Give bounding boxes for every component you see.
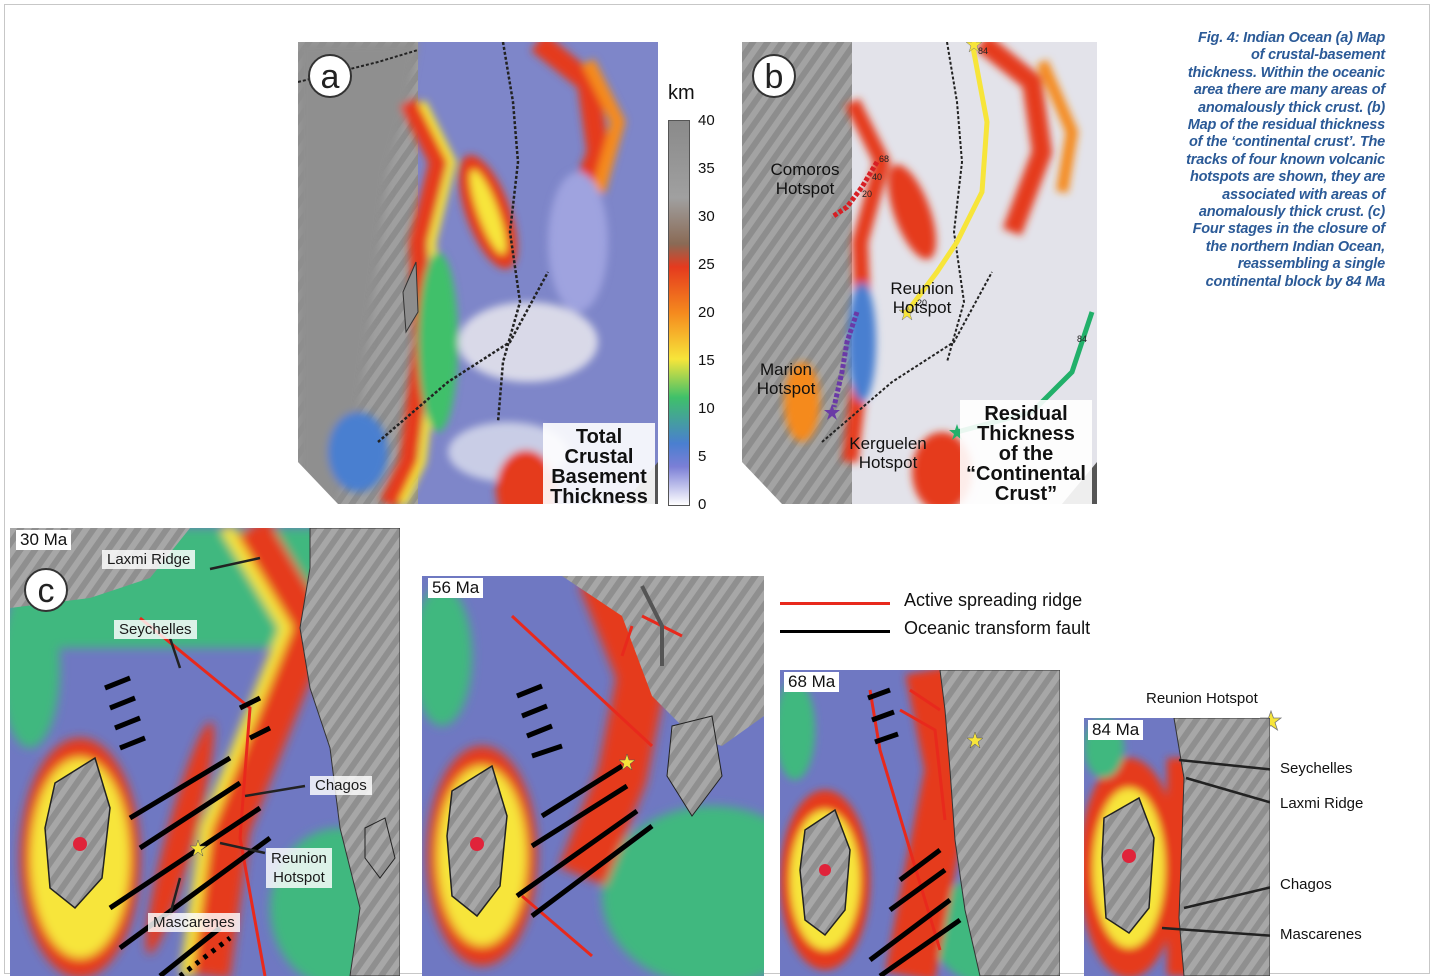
marion-line-1: Marion: [760, 360, 812, 379]
panel-a-title-line-3: Basement: [551, 466, 647, 488]
colorbar-tick-10: 10: [698, 400, 715, 417]
marion-line-2: Hotspot: [756, 379, 816, 398]
panel-b-title-line-5: Crust”: [994, 483, 1058, 504]
reunion-line-1: Reunion: [890, 279, 954, 298]
chagos-84-label: Chagos: [1280, 876, 1332, 893]
comoros-line-1: Comoros: [770, 160, 840, 179]
panel-a-title: Total Crustal Basement Thickness: [543, 423, 655, 504]
stage-84ma-age: 84 Ma: [1088, 720, 1144, 740]
track-tick-84b: 84: [1077, 334, 1087, 344]
track-tick-68: 68: [879, 154, 889, 164]
pin-icon: [470, 837, 484, 851]
panel-c-56ma-map: 56 Ma: [422, 576, 764, 976]
reunion-30-line-2: Hotspot: [273, 869, 325, 886]
kerguelen-line-2: Hotspot: [858, 453, 918, 472]
track-tick-40: 40: [872, 172, 882, 182]
marion-hotspot-label: Marion Hotspot: [744, 360, 828, 398]
colorbar-tick-5: 5: [698, 448, 707, 465]
colorbar-tick-20: 20: [698, 304, 715, 321]
panel-a-letter: a: [308, 54, 352, 98]
panel-b-title: Residual Thickness of the “Continental C…: [960, 400, 1092, 504]
legend-line-fault: [780, 630, 890, 633]
colorbar-tick-40: 40: [698, 112, 715, 129]
colorbar-tick-30: 30: [698, 208, 715, 225]
track-tick-20b: 20: [917, 298, 927, 308]
star-icon: [189, 839, 207, 857]
colorbar-unit: km: [668, 82, 695, 104]
stage-56ma-age: 56 Ma: [428, 578, 484, 598]
mascarenes-84-label: Mascarenes: [1280, 926, 1362, 943]
panel-a-title-line-4: Thickness: [550, 486, 648, 504]
reunion-hotspot-label: Reunion Hotspot: [877, 279, 967, 317]
star-icon: [966, 731, 984, 749]
figure-caption: Fig. 4: Indian Ocean (a) Map of crustal-…: [1186, 30, 1385, 290]
panel-c-68ma-svg: [780, 670, 1060, 976]
colorbar-gradient: [668, 120, 690, 506]
colorbar-tick-35: 35: [698, 160, 715, 177]
panel-b-title-line-2: Thickness: [977, 423, 1075, 445]
seychelles-label: Seychelles: [114, 620, 197, 639]
star-icon: [824, 404, 840, 420]
panel-c-84ma-map: 84 Ma: [1084, 718, 1270, 976]
colorbar-tick-0: 0: [698, 496, 707, 513]
legend-label-ridge: Active spreading ridge: [904, 590, 1083, 610]
seychelles-84-label: Seychelles: [1280, 760, 1353, 777]
panel-c-56ma-svg: [422, 576, 764, 976]
reunion-30-line-1: Reunion: [271, 850, 327, 867]
panel-c-30ma-svg: [10, 528, 400, 976]
track-tick-20a: 20: [862, 189, 872, 199]
legend: Active spreading ridge Oceanic transform…: [780, 590, 1140, 650]
pin-icon: [1122, 849, 1136, 863]
panel-a-title-line-2: Crustal: [564, 446, 634, 468]
panel-a-title-line-1: Total: [575, 426, 623, 448]
colorbar: km 40 35 30 25 20 15 10 5 0: [662, 82, 732, 513]
reunion-hotspot-30-label: Reunion Hotspot: [266, 848, 332, 888]
stage-30ma-age: 30 Ma: [16, 530, 72, 550]
star-icon: [949, 424, 965, 440]
panel-c-68ma-map: 68 Ma: [780, 670, 1060, 976]
kerguelen-line-1: Kerguelen: [849, 434, 927, 453]
panel-b-letter: b: [752, 54, 796, 98]
legend-line-ridge: [780, 602, 890, 605]
reunion-hotspot-84-label: Reunion Hotspot: [1146, 690, 1258, 707]
panel-a-map: a Total Crustal Basement Thickness: [298, 42, 658, 504]
panel-c-84ma-svg: [1084, 718, 1270, 976]
chagos-label: Chagos: [310, 776, 372, 795]
comoros-line-2: Hotspot: [775, 179, 835, 198]
kerguelen-hotspot-label: Kerguelen Hotspot: [838, 434, 938, 472]
legend-label-fault: Oceanic transform fault: [904, 618, 1091, 638]
star-icon: [965, 42, 983, 53]
star-icon: [618, 753, 636, 771]
colorbar-tick-15: 15: [698, 352, 715, 369]
colorbar-tick-25: 25: [698, 256, 715, 273]
comoros-hotspot-label: Comoros Hotspot: [760, 160, 850, 198]
panel-b-map: 84 68 40 20 20 84 b Comoros Hotspot Reun…: [742, 42, 1097, 504]
panel-b-title-line-1: Residual: [984, 403, 1068, 425]
pin-icon: [819, 864, 831, 876]
panel-c-30ma-map: 30 Ma c Laxmi Ridge Seychelles Chagos Re…: [10, 528, 400, 976]
panel-b-title-line-4: “Continental: [966, 463, 1086, 485]
pin-icon: [73, 837, 87, 851]
track-tick-84a: 84: [978, 46, 988, 56]
laxmi-ridge-84-label: Laxmi Ridge: [1280, 795, 1364, 812]
laxmi-ridge-label: Laxmi Ridge: [102, 550, 196, 569]
panel-b-title-line-3: of the: [998, 443, 1054, 465]
mascarenes-label: Mascarenes: [148, 913, 240, 932]
reunion-line-2: Hotspot: [892, 298, 952, 317]
star-icon: [898, 303, 916, 321]
panel-c-letter: c: [24, 568, 68, 612]
stage-68ma-age: 68 Ma: [784, 672, 840, 692]
